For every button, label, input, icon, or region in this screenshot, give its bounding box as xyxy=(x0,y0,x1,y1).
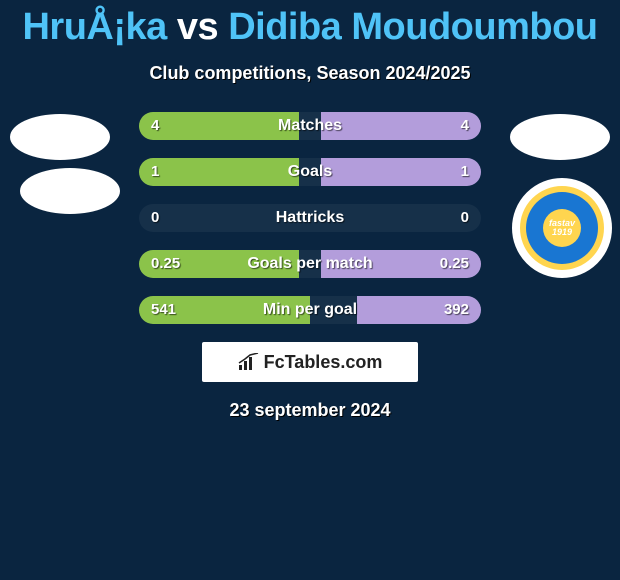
stat-value-right: 1 xyxy=(461,158,469,186)
stat-row: Min per goal541 392 xyxy=(139,296,481,324)
player2-name: Didiba Moudoumbou xyxy=(228,6,597,48)
subtitle: Club competitions, Season 2024/2025 xyxy=(0,63,620,84)
stat-value-right: 0 xyxy=(461,204,469,232)
stat-value-left: 0.25 xyxy=(151,250,180,278)
stat-row: Matches4 4 xyxy=(139,112,481,140)
page-title: HruÅ¡ka vs Didiba Moudoumbou xyxy=(0,0,620,49)
stat-row: Hattricks0 0 xyxy=(139,204,481,232)
h2h-infographic: HruÅ¡ka vs Didiba Moudoumbou Club compet… xyxy=(0,0,620,580)
stat-label: Min per goal xyxy=(139,296,481,324)
stat-label: Matches xyxy=(139,112,481,140)
left-club-badge-1 xyxy=(10,114,110,160)
right-club-badge-1 xyxy=(510,114,610,160)
stat-row: Goals1 1 xyxy=(139,158,481,186)
stat-value-left: 0 xyxy=(151,204,159,232)
stat-value-left: 1 xyxy=(151,158,159,186)
stat-value-right: 0.25 xyxy=(440,250,469,278)
comparison-rows: Matches4 4 Goals1 1 Hattricks0 0 Goals per mat… xyxy=(139,112,481,324)
infographic-date: 23 september 2024 xyxy=(0,400,620,421)
brand-icon xyxy=(238,353,260,371)
stat-label: Goals per match xyxy=(139,250,481,278)
stat-label: Goals xyxy=(139,158,481,186)
vs-text: vs xyxy=(177,6,218,48)
left-club-badge-2 xyxy=(20,168,120,214)
brand-text: FcTables.com xyxy=(264,352,383,373)
right-club-logo: fastav1919 xyxy=(512,178,612,278)
stat-label: Hattricks xyxy=(139,204,481,232)
stat-value-left: 4 xyxy=(151,112,159,140)
stat-value-right: 392 xyxy=(444,296,469,324)
logo-text: fastav1919 xyxy=(549,219,575,237)
stat-row: Goals per match0.25 0.25 xyxy=(139,250,481,278)
stat-value-right: 4 xyxy=(461,112,469,140)
player1-name: HruÅ¡ka xyxy=(22,6,166,48)
brand-badge[interactable]: FcTables.com xyxy=(202,342,418,382)
stat-value-left: 541 xyxy=(151,296,176,324)
